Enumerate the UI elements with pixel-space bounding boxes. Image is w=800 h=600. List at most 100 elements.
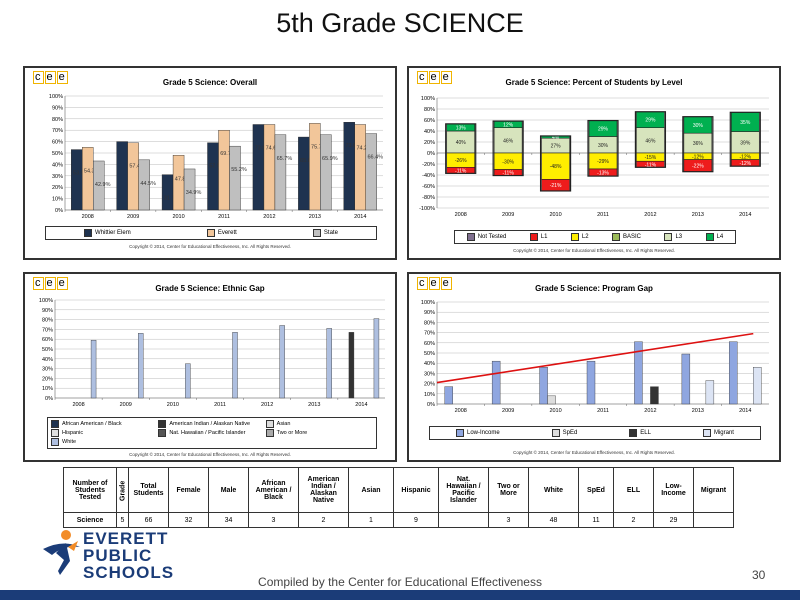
data-label: 27% bbox=[551, 144, 562, 150]
bar bbox=[309, 123, 321, 211]
table-cell: 11 bbox=[578, 512, 614, 528]
y-tick-label: 20% bbox=[424, 140, 435, 146]
chart-legend: Whittier Elem Everett State bbox=[45, 226, 377, 240]
legend-swatch bbox=[84, 229, 93, 237]
y-tick-label: 90% bbox=[424, 310, 435, 316]
legend-label: L1 bbox=[540, 234, 548, 240]
bar bbox=[373, 318, 380, 399]
data-label: 46% bbox=[645, 138, 656, 144]
data-label: -12% bbox=[692, 154, 704, 160]
table-header-cell: Low-Income bbox=[653, 467, 694, 513]
table-cell bbox=[438, 512, 489, 528]
table-header-cell: Male bbox=[208, 467, 249, 513]
x-tick-label: 2008 bbox=[82, 214, 94, 220]
legend-swatch bbox=[265, 419, 274, 428]
logo-line-2: PUBLIC bbox=[83, 546, 153, 565]
logo-line-1: EVERETT bbox=[83, 529, 169, 548]
swoosh-icon bbox=[43, 530, 80, 575]
chart-title: Grade 5 Science: Program Gap bbox=[535, 284, 653, 293]
x-tick-label: 2009 bbox=[502, 408, 514, 414]
x-tick-label: 2014 bbox=[354, 214, 366, 220]
legend-swatch bbox=[702, 429, 711, 437]
chart-title: Grade 5 Science: Ethnic Gap bbox=[155, 284, 265, 293]
program-chart: 0% 10% 20% 30% 40% 50% 60% 70% 80% 90% 100% 2008 200… bbox=[421, 300, 769, 414]
y-tick-label: 80% bbox=[424, 320, 435, 326]
data-label: -26% bbox=[455, 158, 467, 164]
stacked-bar-outline bbox=[634, 111, 667, 168]
footer-text: Compiled by the Center for Educational E… bbox=[258, 575, 542, 589]
legend-swatch bbox=[51, 428, 59, 437]
y-tick-label: 30% bbox=[42, 367, 53, 373]
bar bbox=[586, 360, 596, 405]
legend-item: SpEd bbox=[551, 429, 577, 437]
bar bbox=[753, 367, 762, 405]
y-tick-label: 10% bbox=[42, 386, 53, 392]
y-tick-label: 100% bbox=[49, 94, 63, 100]
y-tick-label: 0% bbox=[427, 402, 435, 408]
data-label: 55.2% bbox=[231, 167, 247, 173]
x-tick-label: 2013 bbox=[308, 402, 320, 408]
x-tick-label: 2010 bbox=[549, 408, 561, 414]
x-tick-label: 2013 bbox=[692, 408, 704, 414]
table-header-cell: American Indian / Alaskan Native bbox=[298, 467, 349, 513]
table-header-cell: Grade bbox=[116, 467, 129, 513]
y-tick-label: 20% bbox=[52, 185, 63, 191]
bar bbox=[82, 147, 94, 211]
data-label: 30% bbox=[693, 123, 704, 129]
x-tick-label: 2014 bbox=[355, 402, 367, 408]
data-label: 46% bbox=[503, 138, 514, 144]
legend-label: Nat. Hawaiian / Pacific Islander bbox=[169, 429, 246, 436]
legend-label: ELL bbox=[640, 430, 651, 436]
legend-item: American Indian / Alaskan Native bbox=[158, 419, 265, 428]
trendline bbox=[436, 332, 754, 384]
bar bbox=[354, 124, 366, 211]
legend-swatch bbox=[265, 428, 274, 437]
bar bbox=[491, 360, 501, 405]
x-tick-label: 2012 bbox=[263, 214, 275, 220]
legend-swatch bbox=[529, 233, 538, 241]
legend-item: ELL bbox=[629, 429, 651, 437]
data-label: -48% bbox=[550, 164, 562, 170]
legend-label: Two or More bbox=[276, 429, 308, 436]
legend-item: L2 bbox=[570, 233, 589, 241]
bar bbox=[320, 134, 332, 211]
data-label: -21% bbox=[550, 183, 562, 189]
data-label: 34.9% bbox=[186, 190, 202, 196]
table-header-cell: Hispanic bbox=[393, 467, 439, 513]
bar bbox=[229, 145, 241, 211]
data-label: 53.0% bbox=[73, 171, 89, 177]
bar bbox=[444, 386, 453, 405]
bar bbox=[93, 160, 105, 211]
data-label: -12% bbox=[739, 161, 751, 167]
legend-swatch bbox=[551, 429, 560, 437]
chart-legend: Not Tested L1 L2 BASIC L3 L4 bbox=[454, 230, 736, 244]
y-tick-label: 30% bbox=[424, 371, 435, 377]
legend-label: Everett bbox=[217, 230, 237, 236]
bar bbox=[71, 149, 83, 211]
y-tick-label: 40% bbox=[42, 357, 53, 363]
legend-item: Everett bbox=[206, 229, 237, 237]
stacked-segment bbox=[541, 152, 570, 180]
table-cell: 5 bbox=[116, 512, 129, 528]
table-header-row: Number of Students Tested Grade Total Stud… bbox=[63, 467, 734, 513]
legend-label: African American / Black bbox=[62, 420, 122, 427]
legend-item: Low-Income bbox=[455, 429, 500, 437]
bar bbox=[650, 386, 659, 405]
bar bbox=[116, 141, 128, 211]
table-cell: 34 bbox=[208, 512, 249, 528]
y-tick-label: 20% bbox=[42, 376, 53, 382]
table-header-cell: Number of Students Tested bbox=[63, 467, 117, 513]
bar bbox=[90, 339, 97, 399]
bar bbox=[185, 363, 191, 399]
y-tick-label: -80% bbox=[422, 195, 435, 201]
bar bbox=[138, 333, 144, 399]
table-cell: 1 bbox=[348, 512, 394, 528]
data-label: 74.6% bbox=[266, 146, 282, 152]
bar bbox=[539, 367, 548, 405]
x-tick-label: 2011 bbox=[218, 214, 230, 220]
stacked-bar-outline bbox=[539, 135, 572, 192]
table-header-cell: Two or More bbox=[488, 467, 529, 513]
bar bbox=[161, 174, 174, 211]
y-tick-label: 10% bbox=[424, 392, 435, 398]
